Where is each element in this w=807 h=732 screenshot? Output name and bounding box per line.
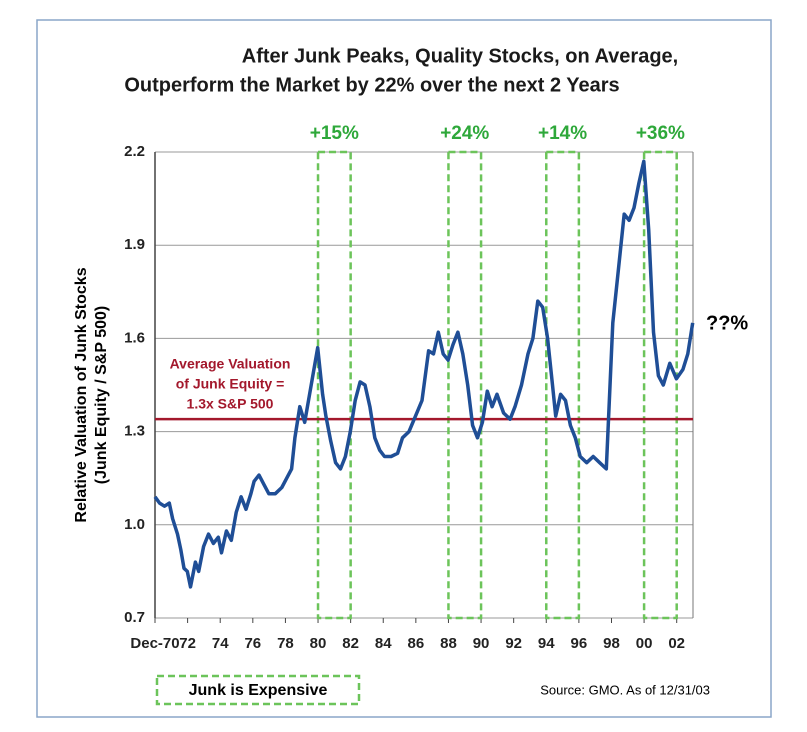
highlight-box: [642, 150, 678, 620]
y-tick-label: 1.3: [124, 423, 145, 440]
end-annotation: ??%: [706, 312, 748, 334]
y-axis-label: Relative Valuation of Junk Stocks: [73, 267, 90, 522]
x-tick-label: 88: [440, 635, 457, 652]
x-tick-label: 94: [538, 635, 555, 652]
highlight-label: +24%: [440, 123, 489, 144]
x-tick-label: 98: [603, 635, 620, 652]
chart-title: Outperform the Market by 22% over the ne…: [124, 74, 619, 96]
x-tick-label: 02: [668, 635, 685, 652]
x-tick-label: 76: [244, 635, 261, 652]
x-tick-label: 00: [636, 635, 653, 652]
x-tick-label: 86: [408, 635, 425, 652]
y-axis-label: (Junk Equity / S&P 500): [93, 306, 110, 484]
x-tick-label: 92: [505, 635, 522, 652]
x-tick-label: 74: [212, 635, 229, 652]
highlight-label: +14%: [538, 123, 587, 144]
chart-title: After Junk Peaks, Quality Stocks, on Ave…: [242, 45, 678, 67]
legend-box: [155, 674, 361, 706]
x-tick-label: 90: [473, 635, 490, 652]
highlight-box: [545, 150, 581, 620]
x-tick-label: 84: [375, 635, 392, 652]
x-tick-label: 82: [342, 635, 359, 652]
y-tick-label: 1.6: [124, 329, 145, 346]
average-label: of Junk Equity =: [176, 376, 285, 392]
x-tick-label: 78: [277, 635, 294, 652]
y-tick-label: 0.7: [124, 609, 145, 626]
average-label: Average Valuation: [170, 356, 291, 372]
x-tick-label: 72: [179, 635, 196, 652]
source: Source: GMO. As of 12/31/03: [540, 682, 710, 697]
x-tick-label: Dec-70: [130, 635, 179, 652]
y-tick-label: 2.2: [124, 143, 145, 160]
highlight-box: [316, 150, 352, 620]
highlight-label: +36%: [636, 123, 685, 144]
average-label: 1.3x S&P 500: [187, 396, 274, 412]
data-line: [153, 159, 695, 589]
y-tick-label: 1.0: [124, 516, 145, 533]
frame: [36, 19, 772, 718]
x-tick-label: 96: [571, 635, 588, 652]
legend-label: Junk is Expensive: [189, 682, 328, 699]
y-tick-label: 1.9: [124, 236, 145, 253]
x-tick-label: 80: [310, 635, 327, 652]
highlight-label: +15%: [310, 123, 359, 144]
highlight-box: [447, 150, 483, 620]
